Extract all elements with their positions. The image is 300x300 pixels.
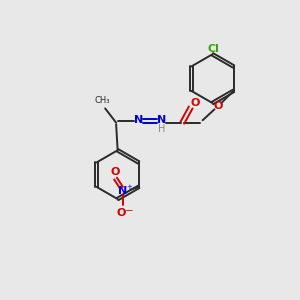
Text: O: O xyxy=(190,98,200,108)
Text: O: O xyxy=(213,101,223,111)
Text: +: + xyxy=(126,184,132,190)
Text: O: O xyxy=(117,208,126,218)
Text: −: − xyxy=(125,206,134,216)
Text: N: N xyxy=(118,186,128,196)
Text: N: N xyxy=(157,115,166,125)
Text: CH₃: CH₃ xyxy=(94,97,110,106)
Text: H: H xyxy=(158,124,165,134)
Text: N: N xyxy=(134,115,143,125)
Text: O: O xyxy=(110,167,120,177)
Text: Cl: Cl xyxy=(208,44,220,54)
